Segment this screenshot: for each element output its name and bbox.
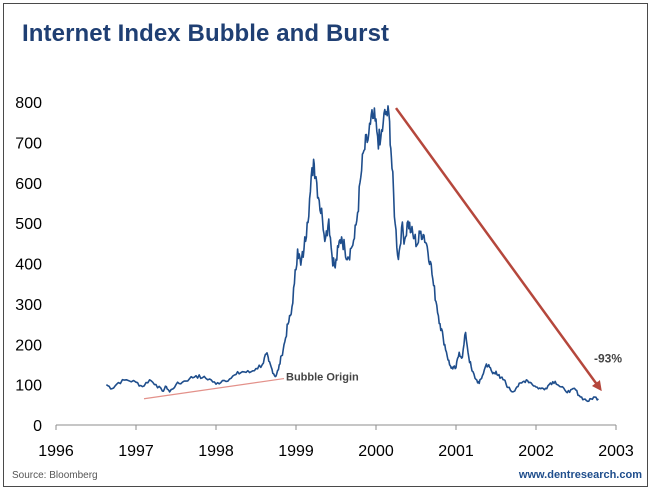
y-axis-ticks: 0 100 200 300 400 500 600 700 800 [15,95,42,435]
x-tick-label: 1999 [278,443,314,460]
annotation-labels: Bubble Origin -93% [286,352,622,384]
y-tick-label: 400 [15,257,42,274]
x-axis-ticks: 1996 1997 1998 1999 2000 2001 2002 2003 [38,425,634,460]
decline-arrow [394,107,602,392]
y-tick-label: 600 [15,176,42,193]
x-tick-label: 2000 [358,443,394,460]
x-tick-label: 1998 [198,443,234,460]
bubble-origin-trendline [143,377,285,400]
chart-title: Internet Index Bubble and Burst [22,20,390,47]
y-tick-label: 800 [15,95,42,112]
x-tick-label: 2003 [598,443,634,460]
source-note: Source: Bloomberg [12,470,98,481]
website-credit: www.dentresearch.com [518,469,642,481]
y-tick-label: 500 [15,216,42,233]
y-tick-label: 100 [15,378,42,395]
x-tick-label: 2002 [518,443,554,460]
annotations [143,107,602,400]
bubble-origin-label: Bubble Origin [286,372,359,384]
internet-index-line [105,105,599,403]
series-layer [105,105,599,403]
y-tick-label: 0 [33,418,42,435]
chart-frame [3,3,648,487]
x-tick-label: 2001 [438,443,474,460]
x-tick-label: 1996 [38,443,74,460]
decline-percent-label: -93% [594,352,622,366]
y-tick-label: 200 [15,337,42,354]
y-tick-label: 700 [15,135,42,152]
y-tick-label: 300 [15,297,42,314]
x-tick-label: 1997 [118,443,154,460]
